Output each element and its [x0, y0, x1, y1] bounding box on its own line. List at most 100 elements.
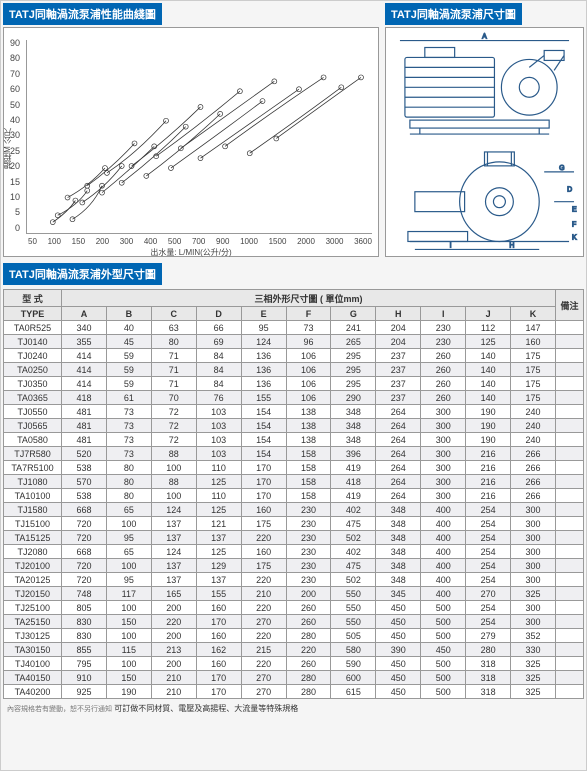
cell: 136	[241, 349, 286, 363]
x-axis-title: 出水量: L/MIN(公升/分)	[150, 247, 231, 258]
curve-chart-title: TATJ同軸渦流泵浦性能曲綫圖	[3, 3, 162, 25]
cell: 140	[466, 377, 511, 391]
cell: 136	[241, 363, 286, 377]
cell: 220	[241, 629, 286, 643]
cell: 154	[241, 433, 286, 447]
cell: 481	[62, 433, 107, 447]
cell: 80	[106, 475, 151, 489]
cell: 580	[331, 643, 376, 657]
cell: 216	[466, 475, 511, 489]
cell: 73	[106, 419, 151, 433]
col-G: G	[331, 307, 376, 321]
cell: 260	[286, 601, 331, 615]
cell: 100	[106, 629, 151, 643]
cell: 100	[151, 461, 196, 475]
svg-text:A: A	[482, 34, 487, 41]
cell: 240	[511, 419, 556, 433]
cell: 502	[331, 531, 376, 545]
cell: 325	[511, 685, 556, 699]
cell: 165	[151, 587, 196, 601]
cell: 266	[511, 461, 556, 475]
svg-text:H: H	[509, 242, 514, 249]
cell: 63	[151, 321, 196, 335]
col-H: H	[376, 307, 421, 321]
svg-text:I: I	[450, 242, 452, 249]
cell: 400	[421, 517, 466, 531]
cell: 137	[151, 559, 196, 573]
cell: 450	[376, 629, 421, 643]
cell: 254	[466, 545, 511, 559]
cell: 160	[196, 629, 241, 643]
cell: 615	[331, 685, 376, 699]
cell: 280	[286, 629, 331, 643]
cell: 230	[286, 545, 331, 559]
table-row: TA7R510053880100110170158419264300216266	[4, 461, 584, 475]
cell: 450	[376, 615, 421, 629]
y-tick: 25	[6, 146, 20, 156]
cell: 280	[286, 685, 331, 699]
col-main-header: 三相外形尺寸圖 ( 單位mm)	[62, 290, 556, 307]
cell: 95	[106, 531, 151, 545]
cell-note	[556, 363, 584, 377]
performance-chart: 揚程M 公尺 908070605040302520151050 50100150…	[3, 27, 379, 257]
svg-text:D: D	[567, 187, 572, 194]
cell: 300	[511, 503, 556, 517]
cell: 175	[511, 391, 556, 405]
cell: 138	[286, 405, 331, 419]
svg-text:F: F	[572, 222, 576, 229]
x-tick: 150	[72, 237, 85, 246]
cell: 124	[151, 503, 196, 517]
cell: 72	[151, 433, 196, 447]
cell-type: TJ20100	[4, 559, 62, 573]
cell: 175	[241, 517, 286, 531]
table-row: TJ014035545806912496265204230125160	[4, 335, 584, 349]
cell-note	[556, 461, 584, 475]
cell: 348	[331, 433, 376, 447]
cell-note	[556, 503, 584, 517]
x-tick: 3000	[326, 237, 344, 246]
col-A: A	[62, 307, 107, 321]
cell-type: TA40150	[4, 671, 62, 685]
cell: 71	[151, 363, 196, 377]
cell: 325	[511, 671, 556, 685]
cell: 450	[376, 671, 421, 685]
cell: 264	[376, 447, 421, 461]
cell: 160	[196, 601, 241, 615]
cell: 154	[241, 419, 286, 433]
cell: 590	[331, 657, 376, 671]
x-tick: 50	[28, 237, 37, 246]
x-tick: 2000	[297, 237, 315, 246]
cell: 264	[376, 489, 421, 503]
cell-note	[556, 615, 584, 629]
svg-text:K: K	[572, 234, 577, 241]
cell: 270	[241, 615, 286, 629]
cell: 125	[196, 503, 241, 517]
cell: 348	[331, 405, 376, 419]
cell: 230	[421, 321, 466, 335]
cell-type: TJ1580	[4, 503, 62, 517]
cell: 475	[331, 559, 376, 573]
cell: 45	[106, 335, 151, 349]
cell: 237	[376, 377, 421, 391]
x-tick: 1500	[269, 237, 287, 246]
cell: 216	[466, 447, 511, 461]
cell: 70	[151, 391, 196, 405]
cell: 280	[286, 671, 331, 685]
cell: 155	[241, 391, 286, 405]
table-row: TA1010053880100110170158419264300216266	[4, 489, 584, 503]
y-tick: 90	[6, 38, 20, 48]
cell: 230	[421, 335, 466, 349]
cell: 103	[196, 419, 241, 433]
cell: 220	[241, 573, 286, 587]
cell-note	[556, 419, 584, 433]
cell: 80	[151, 335, 196, 349]
cell: 88	[151, 475, 196, 489]
cell: 137	[151, 531, 196, 545]
cell: 500	[421, 657, 466, 671]
cell: 73	[106, 447, 151, 461]
x-tick: 3600	[354, 237, 372, 246]
cell: 220	[241, 531, 286, 545]
cell: 500	[421, 629, 466, 643]
cell: 855	[62, 643, 107, 657]
cell: 419	[331, 461, 376, 475]
